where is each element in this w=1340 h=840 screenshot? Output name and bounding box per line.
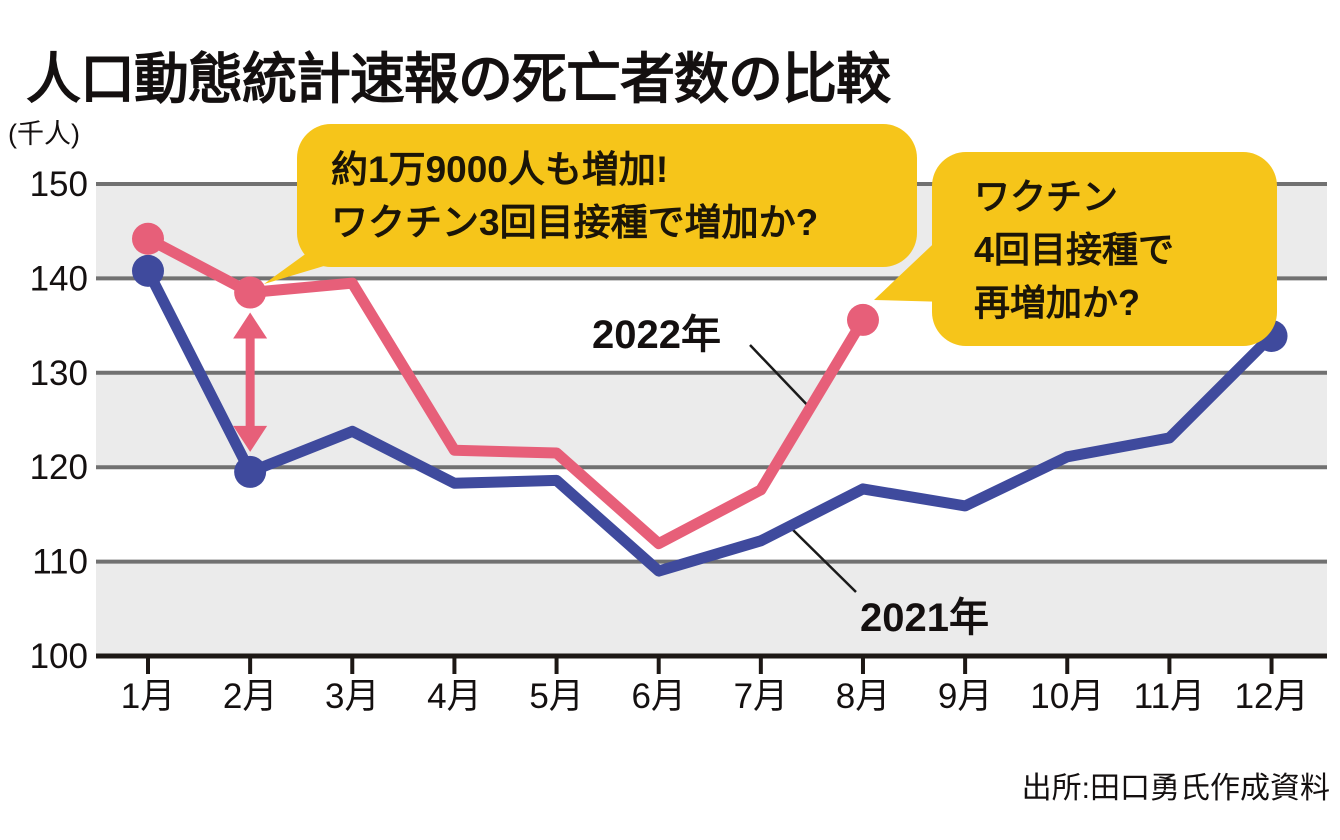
annotation-text: 約1万9000人も増加! — [331, 148, 669, 190]
gap-arrow-head-up — [233, 312, 268, 339]
x-tick-label: 7月 — [734, 677, 788, 716]
annotation-text: 再増加か? — [974, 281, 1140, 323]
series-label-2021: 2021年 — [860, 596, 989, 640]
y-tick-label: 110 — [32, 543, 88, 582]
annotation-text: 4回目接種で — [974, 228, 1175, 270]
x-tick-label: 4月 — [427, 677, 481, 716]
source-note: 出所:田口勇氏作成資料 — [1021, 772, 1330, 805]
y-tick-label: 150 — [30, 165, 88, 204]
x-tick-label: 8月 — [836, 677, 890, 716]
y-tick-label: 140 — [30, 259, 88, 298]
x-tick-label: 2月 — [223, 677, 277, 716]
x-tick-label: 1月 — [121, 677, 175, 716]
x-tick-label: 12月 — [1235, 677, 1309, 716]
annotation-bubble-fourth-dose: ワクチン 4回目接種で 再増加か? — [932, 152, 1277, 346]
gap-arrow-head-down — [233, 425, 268, 452]
series-line-2021年 — [142, 265, 1278, 577]
annotation-text: ワクチン — [974, 175, 1119, 217]
data-point-marker-2022年 — [132, 222, 164, 255]
label-connector-line — [789, 526, 857, 593]
data-point-marker-2022年 — [846, 303, 879, 336]
x-tick-label: 5月 — [529, 677, 583, 716]
y-tick-label: 130 — [30, 354, 88, 393]
data-point-marker-2021年 — [132, 254, 164, 287]
annotation-bubble-third-dose: 約1万9000人も増加! ワクチン3回目接種で増加か? — [297, 124, 917, 267]
speech-bubble-tail — [874, 230, 948, 302]
series-line-2022年 — [142, 233, 869, 550]
x-tick-label: 3月 — [325, 677, 379, 716]
page-title: 人口動態統計速報の死亡者数の比較 — [26, 48, 891, 110]
shaded-band — [96, 561, 1327, 656]
annotation-text: ワクチン3回目接種で増加か? — [331, 201, 819, 243]
x-tick-label: 6月 — [631, 677, 685, 716]
y-tick-label: 100 — [30, 637, 88, 676]
label-connector-line — [749, 344, 813, 411]
shaded-band — [96, 372, 1327, 468]
x-tick-label: 11月 — [1134, 677, 1205, 716]
data-point-marker-2022年 — [234, 276, 267, 309]
x-tick-label: 10月 — [1030, 677, 1104, 716]
x-tick-label: 9月 — [938, 677, 992, 716]
series-label-2022: 2022年 — [592, 313, 721, 357]
y-tick-label: 120 — [30, 448, 88, 487]
y-axis-unit-label: (千人) — [8, 119, 80, 149]
data-point-marker-2021年 — [234, 455, 267, 488]
